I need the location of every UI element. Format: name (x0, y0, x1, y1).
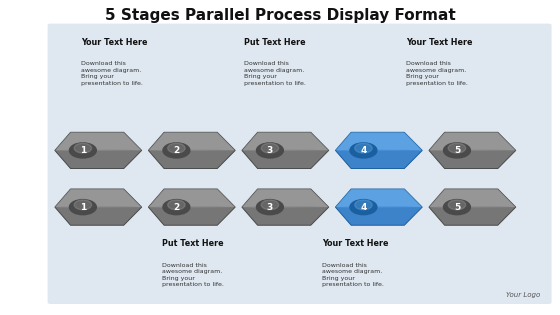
Polygon shape (335, 132, 422, 169)
Circle shape (448, 200, 466, 210)
Polygon shape (429, 207, 516, 225)
Text: Download this
awesome diagram.
Bring your
presentation to life.: Download this awesome diagram. Bring you… (244, 61, 305, 86)
Polygon shape (429, 189, 516, 225)
Text: 2: 2 (173, 203, 180, 212)
Text: Your Logo: Your Logo (506, 292, 540, 298)
Text: Download this
awesome diagram.
Bring your
presentation to life.: Download this awesome diagram. Bring you… (81, 61, 143, 86)
Circle shape (69, 143, 96, 158)
Polygon shape (242, 207, 329, 225)
Polygon shape (335, 189, 422, 207)
Circle shape (448, 143, 466, 153)
Text: 4: 4 (360, 146, 367, 155)
Circle shape (256, 143, 283, 158)
Polygon shape (429, 189, 516, 207)
Polygon shape (148, 150, 235, 169)
Text: 5 Stages Parallel Process Display Format: 5 Stages Parallel Process Display Format (105, 8, 455, 23)
Circle shape (163, 200, 190, 215)
Polygon shape (429, 132, 516, 169)
Text: 3: 3 (267, 203, 273, 212)
Polygon shape (55, 150, 142, 169)
Text: Download this
awesome diagram.
Bring your
presentation to life.: Download this awesome diagram. Bring you… (406, 61, 468, 86)
Circle shape (354, 143, 372, 153)
Polygon shape (335, 150, 422, 169)
Text: 2: 2 (173, 146, 180, 155)
Text: Your Text Here: Your Text Here (322, 239, 389, 249)
Circle shape (74, 143, 92, 153)
Circle shape (261, 200, 279, 210)
Polygon shape (242, 150, 329, 169)
Polygon shape (148, 132, 235, 169)
Polygon shape (55, 189, 142, 225)
Circle shape (350, 143, 377, 158)
Text: 4: 4 (360, 203, 367, 212)
Circle shape (256, 200, 283, 215)
Text: 5: 5 (454, 203, 460, 212)
Polygon shape (242, 189, 329, 225)
Circle shape (74, 200, 92, 210)
Text: Put Text Here: Put Text Here (162, 239, 224, 249)
Polygon shape (148, 189, 235, 225)
Text: Your Text Here: Your Text Here (406, 38, 473, 47)
Text: Your Text Here: Your Text Here (81, 38, 148, 47)
Text: Download this
awesome diagram.
Bring your
presentation to life.: Download this awesome diagram. Bring you… (322, 263, 384, 287)
Circle shape (167, 200, 185, 210)
Circle shape (354, 200, 372, 210)
Polygon shape (148, 132, 235, 150)
Polygon shape (55, 132, 142, 150)
FancyBboxPatch shape (48, 24, 552, 304)
Circle shape (163, 143, 190, 158)
Polygon shape (242, 132, 329, 169)
Polygon shape (55, 189, 142, 207)
Circle shape (261, 143, 279, 153)
Polygon shape (242, 132, 329, 150)
Circle shape (167, 143, 185, 153)
Circle shape (350, 200, 377, 215)
Polygon shape (148, 207, 235, 225)
Polygon shape (242, 189, 329, 207)
Polygon shape (335, 189, 422, 225)
Text: 1: 1 (80, 203, 86, 212)
Polygon shape (55, 132, 142, 169)
Circle shape (69, 200, 96, 215)
Polygon shape (429, 150, 516, 169)
Polygon shape (429, 132, 516, 150)
Polygon shape (335, 132, 422, 150)
Polygon shape (335, 207, 422, 225)
Circle shape (444, 200, 470, 215)
Text: 1: 1 (80, 146, 86, 155)
Text: Download this
awesome diagram.
Bring your
presentation to life.: Download this awesome diagram. Bring you… (162, 263, 224, 287)
Text: Put Text Here: Put Text Here (244, 38, 305, 47)
Polygon shape (55, 207, 142, 225)
Circle shape (444, 143, 470, 158)
Text: 3: 3 (267, 146, 273, 155)
Text: 5: 5 (454, 146, 460, 155)
Polygon shape (148, 189, 235, 207)
